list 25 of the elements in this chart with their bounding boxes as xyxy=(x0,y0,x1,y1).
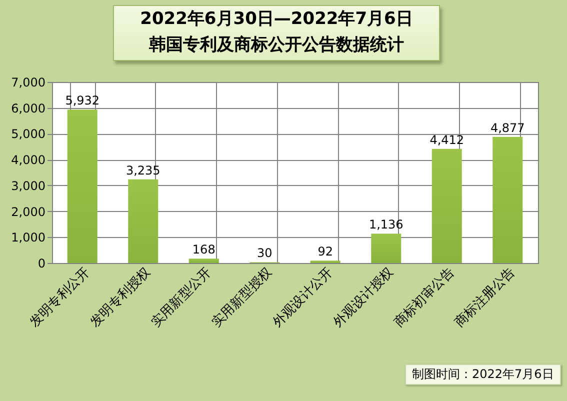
data-label: 3,235 xyxy=(126,163,160,178)
bar xyxy=(128,179,158,263)
data-label: 92 xyxy=(318,244,334,259)
data-label: 4,877 xyxy=(490,120,525,135)
y-tick-label: 5,000 xyxy=(11,127,46,142)
bar xyxy=(67,110,98,263)
data-label: 168 xyxy=(192,242,216,257)
y-tick-label: 3,000 xyxy=(11,178,46,193)
bar xyxy=(371,234,402,263)
y-tick-label: 6,000 xyxy=(11,101,46,116)
y-tick-label: 0 xyxy=(38,256,46,270)
text: 制图时间：2022年7月6日 xyxy=(405,364,561,385)
data-label: 4,412 xyxy=(430,132,464,147)
data-label: 1,136 xyxy=(368,218,404,232)
y-tick-label: 4,000 xyxy=(11,153,46,168)
bar xyxy=(432,148,462,263)
chart-subtitle: 韩国专利及商标公开公告数据统计 xyxy=(148,34,405,57)
bar xyxy=(492,136,523,263)
data-label: 30 xyxy=(256,246,272,260)
y-tick-label: 7,000 xyxy=(11,76,46,90)
chart-title: 2022年6月30日—2022年7月6日 xyxy=(139,8,414,31)
data-label: 5,932 xyxy=(65,94,100,108)
y-tick-label: 2,000 xyxy=(11,204,46,219)
y-tick-label: 1,000 xyxy=(11,230,46,245)
bar xyxy=(188,258,219,263)
